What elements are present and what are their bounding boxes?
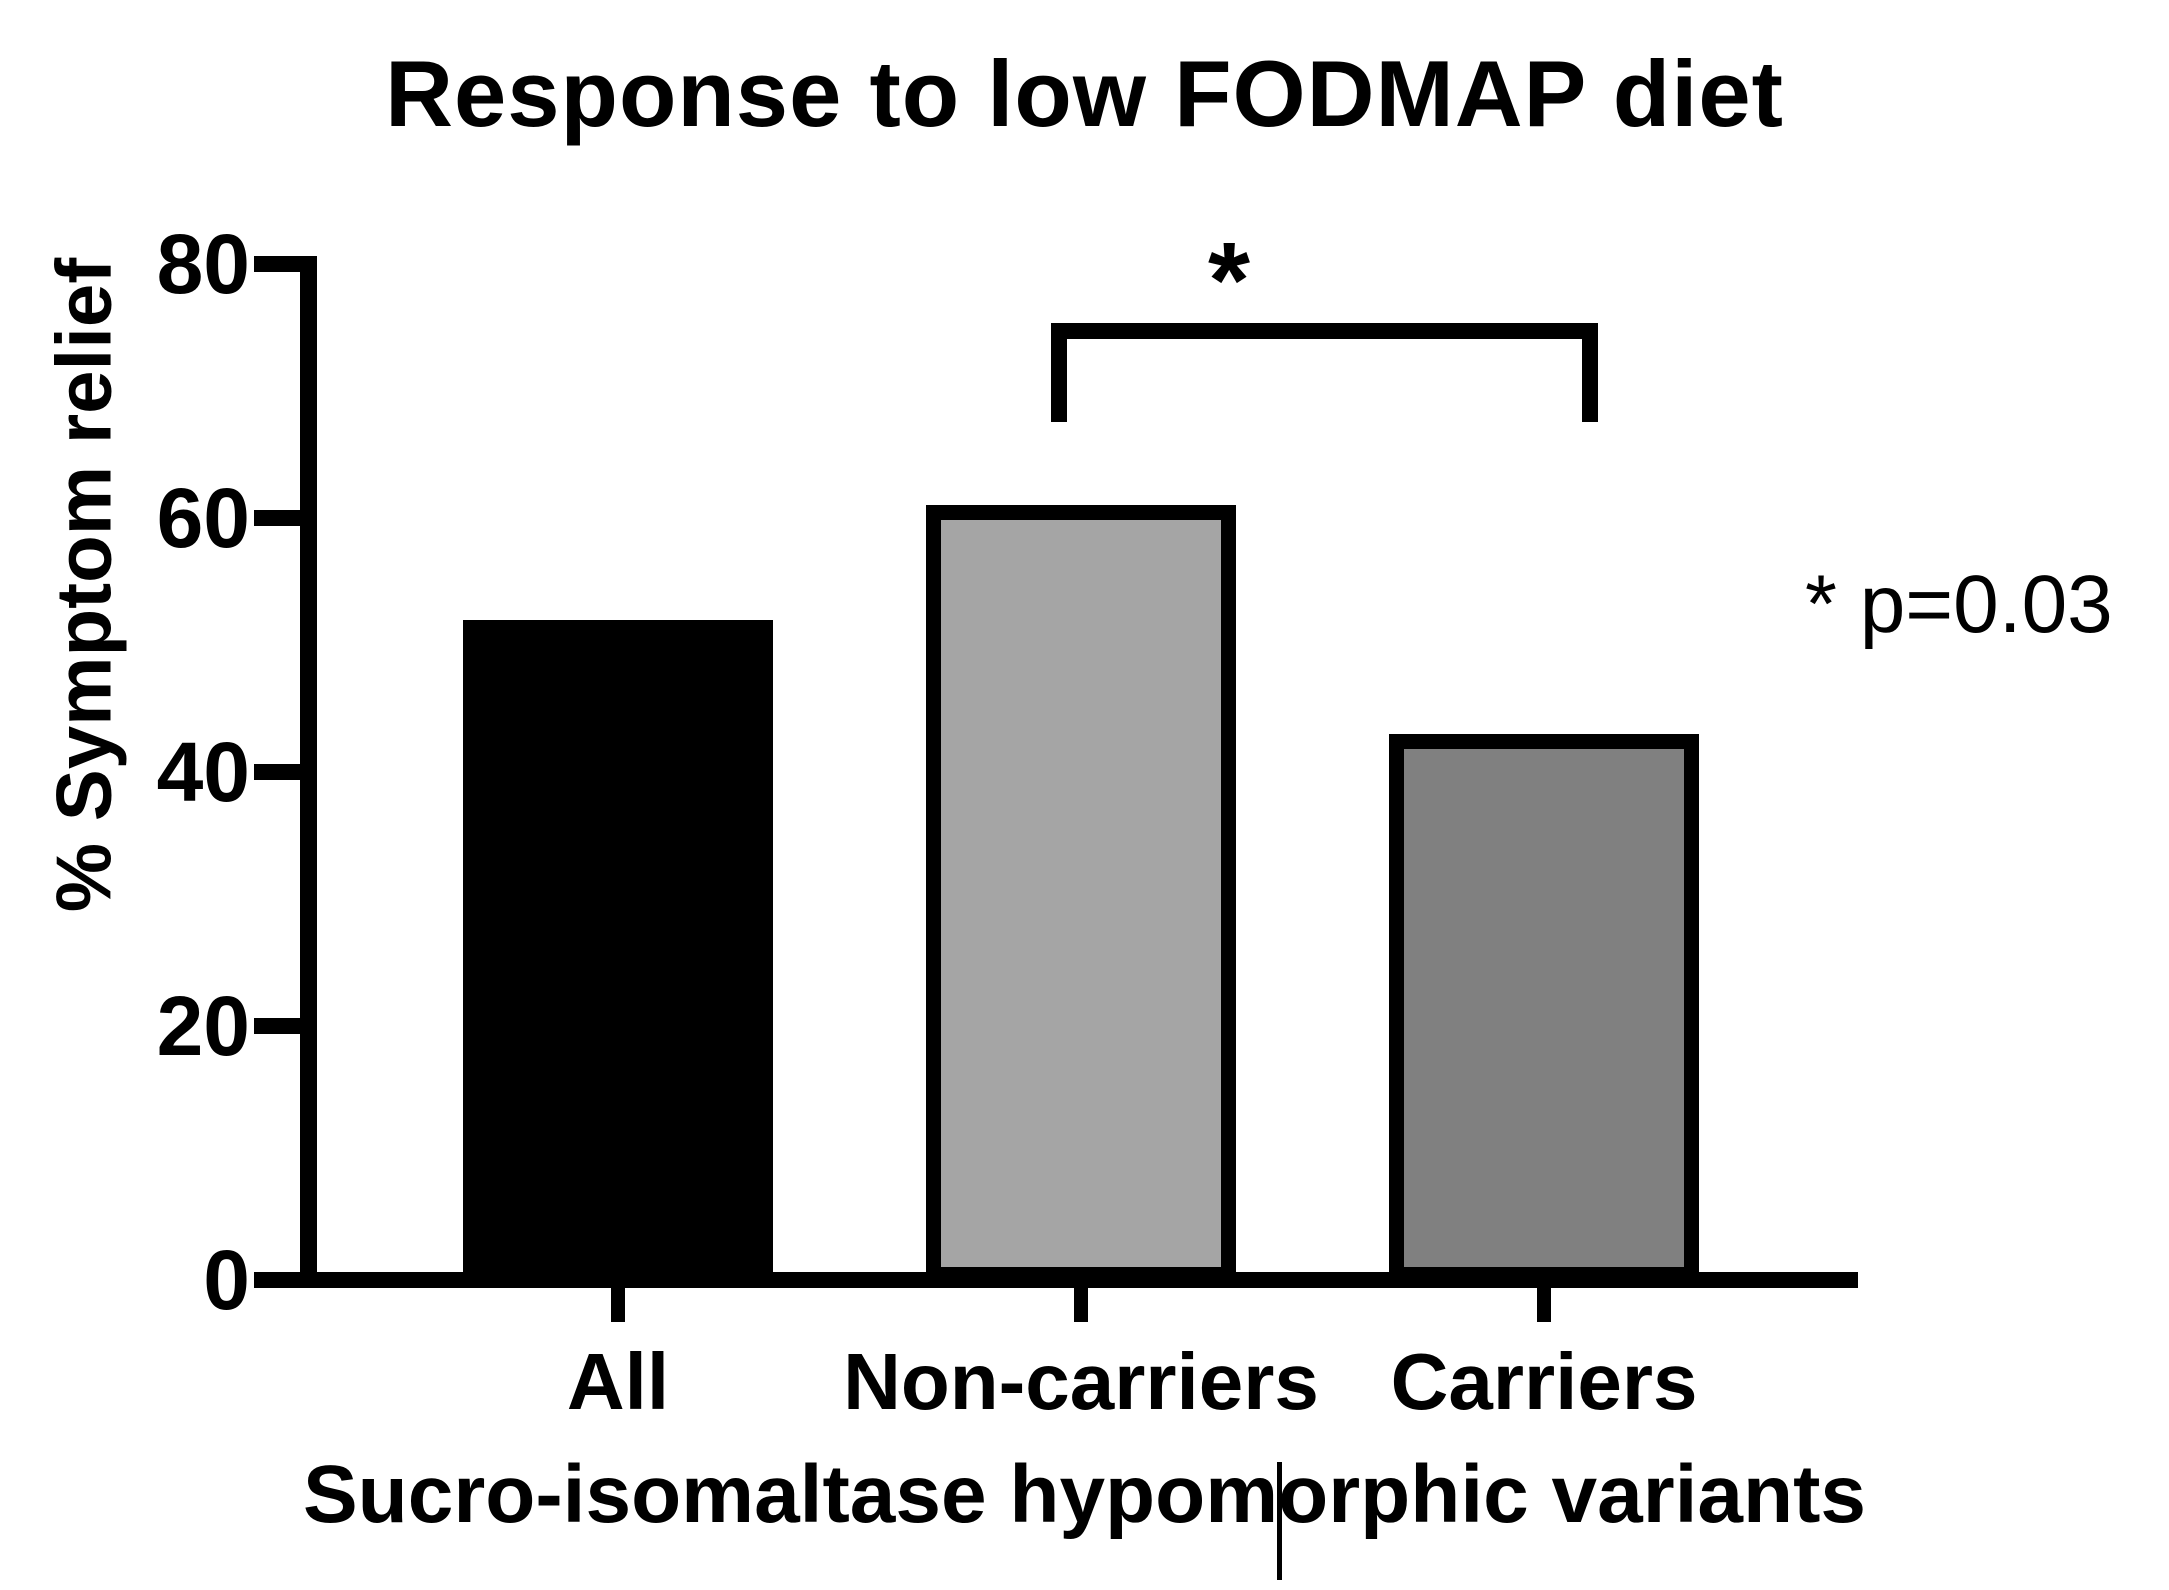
y-tick-mark-60 <box>254 510 301 526</box>
x-category-label-all: All <box>566 1337 670 1426</box>
y-tick-mark-40 <box>254 764 301 780</box>
y-tick-label-40: 40 <box>156 725 250 819</box>
x-category-label-carriers: Carriers <box>1390 1337 1698 1426</box>
bar-all <box>463 620 773 1282</box>
bar-carriers <box>1389 734 1699 1282</box>
y-axis-label: % Symptom relief <box>39 257 128 913</box>
x-tick-mark-non-carriers <box>1074 1288 1088 1322</box>
y-tick-mark-20 <box>254 1018 301 1034</box>
y-tick-mark-80 <box>254 256 301 272</box>
chart-title: Response to low FODMAP diet <box>385 41 1784 146</box>
p-value-note: * p=0.03 <box>1805 559 2113 650</box>
bar-non-carriers <box>926 505 1236 1282</box>
y-tick-label-80: 80 <box>156 217 250 311</box>
y-axis-line <box>300 256 317 1288</box>
render-artifact-line <box>1277 1462 1282 1580</box>
y-tick-label-20: 20 <box>156 979 250 1073</box>
x-tick-mark-carriers <box>1537 1288 1551 1322</box>
y-tick-mark-0 <box>254 1272 301 1288</box>
significance-asterisk: * <box>1207 219 1251 340</box>
x-tick-mark-all <box>611 1288 625 1322</box>
y-tick-label-0: 0 <box>203 1233 250 1327</box>
x-axis-title: Sucro-isomaltase hypomorphic variants <box>302 1449 1866 1540</box>
y-tick-label-60: 60 <box>156 471 250 565</box>
significance-bracket <box>1051 323 1598 422</box>
x-category-label-non-carriers: Non-carriers <box>843 1337 1319 1426</box>
